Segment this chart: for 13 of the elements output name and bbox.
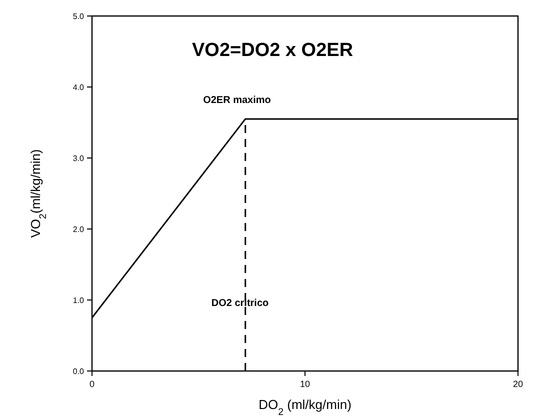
annotation: O2ER maximo — [203, 95, 271, 106]
x-tick-label: 10 — [300, 379, 310, 389]
y-tick-label: 2.0 — [72, 225, 85, 234]
annotation: DO2 critrico — [211, 298, 269, 309]
y-tick-label: 3.0 — [72, 154, 85, 163]
y-tick-label: 5.0 — [72, 12, 85, 21]
x-axis-title: DO$_{2}$ (ml/kg/min) — [258, 397, 352, 417]
x-tick-label: 20 — [512, 379, 524, 389]
y-tick-label: 0.0 — [72, 367, 85, 376]
x-tick-label: 0 — [89, 379, 95, 389]
text: VO2=DO2 x O2ER — [192, 40, 354, 61]
y-tick-label: 1.0 — [72, 296, 85, 305]
y-tick-label: 4.0 — [72, 83, 85, 92]
